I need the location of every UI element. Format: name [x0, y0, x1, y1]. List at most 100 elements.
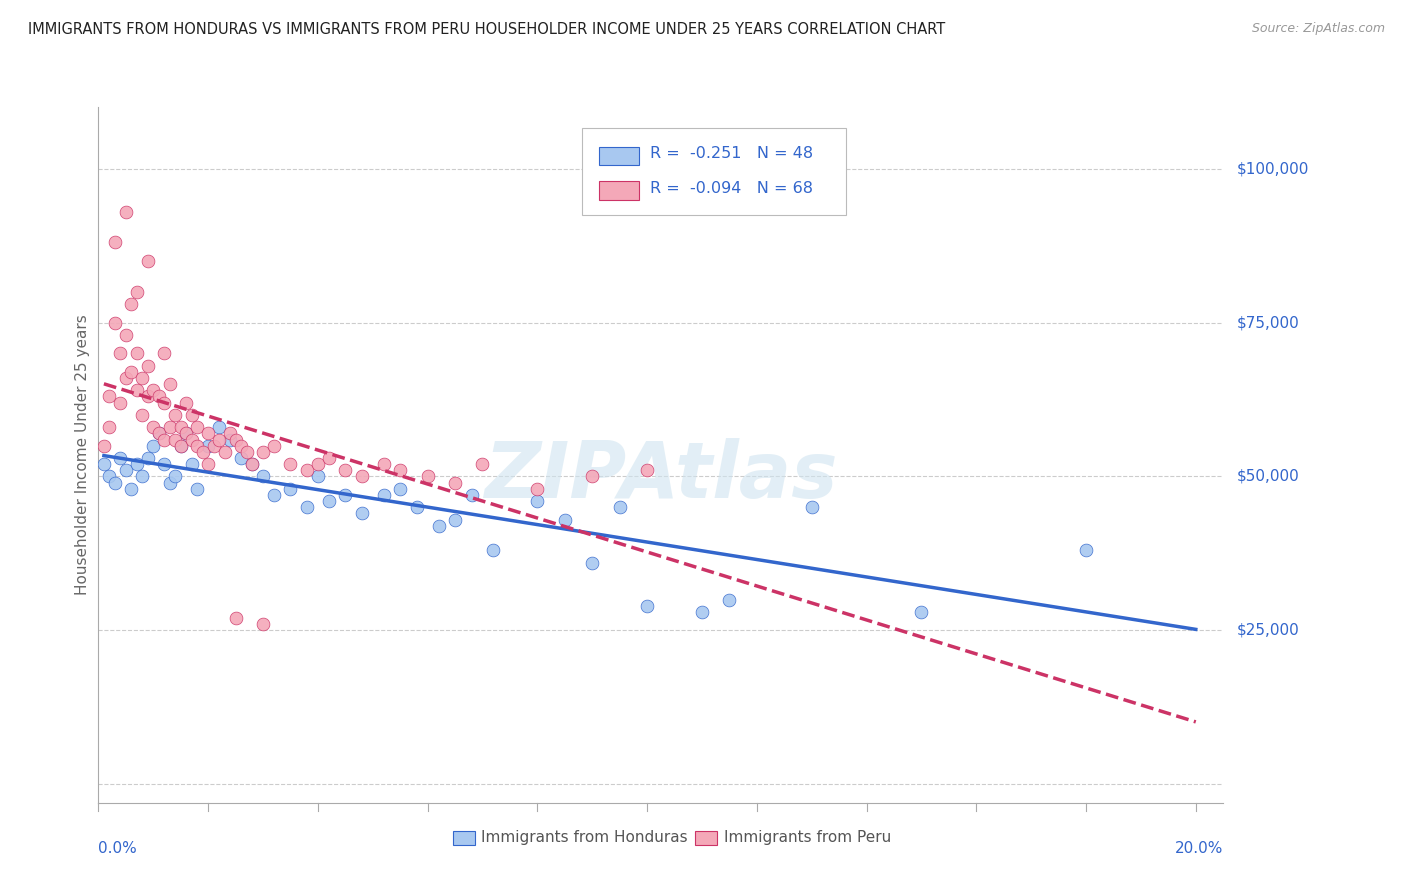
Point [197, 439, 219, 453]
Point [180, 433, 202, 447]
Point [125, 346, 148, 360]
Point [180, 457, 202, 471]
Point [318, 494, 340, 508]
Point [235, 445, 257, 459]
FancyBboxPatch shape [599, 181, 640, 200]
Text: $100,000: $100,000 [1237, 161, 1309, 176]
Point [159, 475, 181, 490]
Point [136, 359, 159, 373]
Point [280, 482, 302, 496]
Point [115, 204, 138, 219]
Text: ZIPAtlas: ZIPAtlas [484, 438, 838, 514]
Point [174, 426, 197, 441]
Point [197, 457, 219, 471]
Text: 20.0%: 20.0% [1175, 841, 1223, 856]
Point [186, 482, 208, 496]
Point [444, 512, 467, 526]
Point [125, 384, 148, 398]
Point [104, 235, 127, 250]
Point [142, 384, 165, 398]
Point [229, 450, 252, 465]
Point [165, 408, 187, 422]
Point [159, 377, 181, 392]
Point [416, 469, 439, 483]
Point [159, 420, 181, 434]
Point [690, 605, 713, 619]
Point [170, 420, 193, 434]
FancyBboxPatch shape [582, 128, 846, 215]
Point [581, 556, 603, 570]
Text: R =  -0.251   N = 48: R = -0.251 N = 48 [650, 146, 813, 161]
Point [526, 482, 548, 496]
Point [208, 420, 231, 434]
Point [170, 439, 193, 453]
Point [307, 469, 329, 483]
Point [131, 371, 153, 385]
Point [335, 463, 357, 477]
Point [526, 494, 548, 508]
Point [225, 611, 247, 625]
Point [148, 426, 170, 441]
Point [170, 439, 193, 453]
Point [115, 371, 138, 385]
Point [389, 482, 412, 496]
Point [373, 457, 395, 471]
Point [115, 327, 138, 342]
Point [148, 426, 170, 441]
Point [104, 316, 127, 330]
Point [482, 543, 505, 558]
Point [444, 475, 467, 490]
Point [174, 395, 197, 409]
Point [142, 439, 165, 453]
Point [153, 457, 176, 471]
Point [910, 605, 932, 619]
Point [131, 469, 153, 483]
Point [110, 395, 132, 409]
Point [252, 617, 274, 632]
Point [800, 500, 823, 515]
Point [186, 420, 208, 434]
Point [197, 426, 219, 441]
Point [229, 439, 252, 453]
Point [131, 408, 153, 422]
Text: 0.0%: 0.0% [98, 841, 138, 856]
Point [174, 426, 197, 441]
Text: $50,000: $50,000 [1237, 469, 1301, 484]
Point [350, 507, 373, 521]
Point [115, 463, 138, 477]
Text: $75,000: $75,000 [1237, 315, 1301, 330]
Point [136, 389, 159, 403]
Text: Immigrants from Honduras: Immigrants from Honduras [481, 830, 688, 845]
Point [125, 285, 148, 299]
Point [636, 463, 658, 477]
Point [120, 365, 142, 379]
Text: R =  -0.094   N = 68: R = -0.094 N = 68 [650, 181, 813, 196]
Text: IMMIGRANTS FROM HONDURAS VS IMMIGRANTS FROM PERU HOUSEHOLDER INCOME UNDER 25 YEA: IMMIGRANTS FROM HONDURAS VS IMMIGRANTS F… [28, 22, 945, 37]
Point [225, 433, 247, 447]
Point [180, 408, 202, 422]
Point [153, 395, 176, 409]
Point [93, 457, 115, 471]
Point [191, 445, 214, 459]
Point [136, 450, 159, 465]
Point [120, 297, 142, 311]
FancyBboxPatch shape [599, 146, 640, 165]
Point [373, 488, 395, 502]
Point [148, 389, 170, 403]
Point [554, 512, 576, 526]
Point [125, 457, 148, 471]
Point [202, 439, 225, 453]
Text: $25,000: $25,000 [1237, 623, 1301, 638]
Text: Immigrants from Peru: Immigrants from Peru [724, 830, 891, 845]
Point [335, 488, 357, 502]
Point [252, 469, 274, 483]
Point [93, 439, 115, 453]
Point [460, 488, 482, 502]
Point [581, 469, 603, 483]
Point [389, 463, 412, 477]
Point [136, 254, 159, 268]
Point [142, 420, 165, 434]
Point [295, 500, 318, 515]
Point [252, 445, 274, 459]
Point [263, 488, 285, 502]
